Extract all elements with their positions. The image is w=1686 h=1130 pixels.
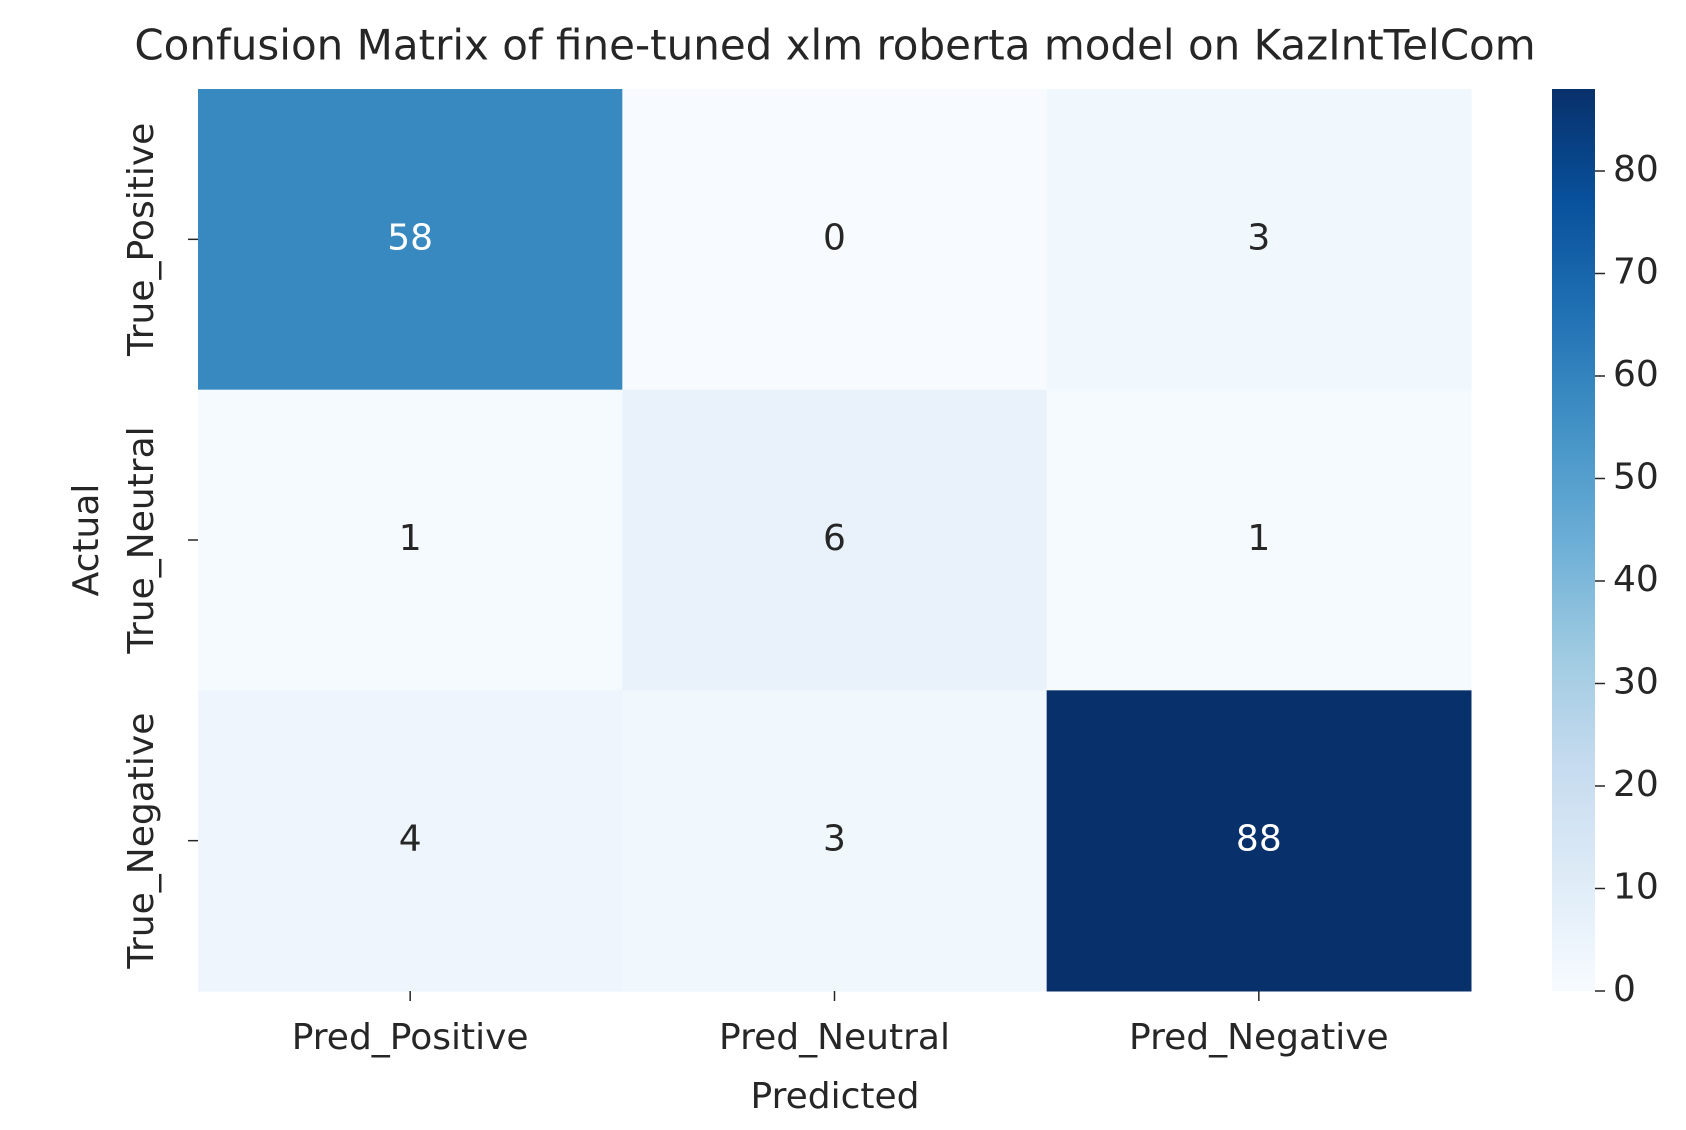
colorbar-tick-label: 80	[1613, 149, 1659, 190]
heatmap-cell	[198, 389, 623, 691]
x-tick-label: Pred_Positive	[292, 1017, 529, 1058]
y-tick-label: True_Positive	[121, 123, 162, 357]
y-axis-label: Actual	[66, 484, 107, 597]
colorbar-tick-label: 50	[1613, 457, 1659, 498]
heatmap-cell	[1046, 690, 1472, 992]
x-tick-label: Pred_Neutral	[719, 1017, 950, 1058]
heatmap-cell	[198, 690, 623, 992]
x-tick-label: Pred_Negative	[1129, 1017, 1389, 1058]
cell-label: 3	[823, 819, 846, 860]
cell-label: 6	[823, 518, 846, 559]
cell-label: 0	[823, 217, 846, 258]
cell-label: 3	[1247, 217, 1270, 258]
x-axis-label: Predicted	[751, 1076, 920, 1117]
heatmap-cell	[1046, 89, 1472, 391]
colorbar-tick-label: 10	[1613, 867, 1659, 908]
heatmap-cell	[622, 89, 1048, 391]
colorbar-tick-label: 20	[1613, 764, 1659, 805]
colorbar-tick-label: 30	[1613, 662, 1659, 703]
y-tick-label: True_Negative	[121, 713, 162, 970]
cell-label: 1	[1247, 518, 1270, 559]
heatmap-cell	[198, 89, 623, 391]
colorbar-tick-label: 70	[1613, 252, 1659, 293]
cell-label: 4	[399, 819, 422, 860]
colorbar-tick-label: 0	[1613, 969, 1636, 1010]
cell-label: 58	[387, 217, 433, 258]
cell-label: 88	[1236, 819, 1282, 860]
cell-label: 1	[399, 518, 422, 559]
heatmap-cell	[622, 690, 1048, 992]
chart-title: Confusion Matrix of fine-tuned xlm rober…	[134, 21, 1535, 70]
heatmap-cell	[622, 389, 1048, 691]
heatmap-cell	[1046, 389, 1472, 691]
colorbar-tick-label: 40	[1613, 559, 1659, 600]
y-tick-label: True_Neutral	[121, 426, 162, 654]
colorbar-tick-label: 60	[1613, 354, 1659, 395]
colorbar	[1552, 89, 1595, 991]
